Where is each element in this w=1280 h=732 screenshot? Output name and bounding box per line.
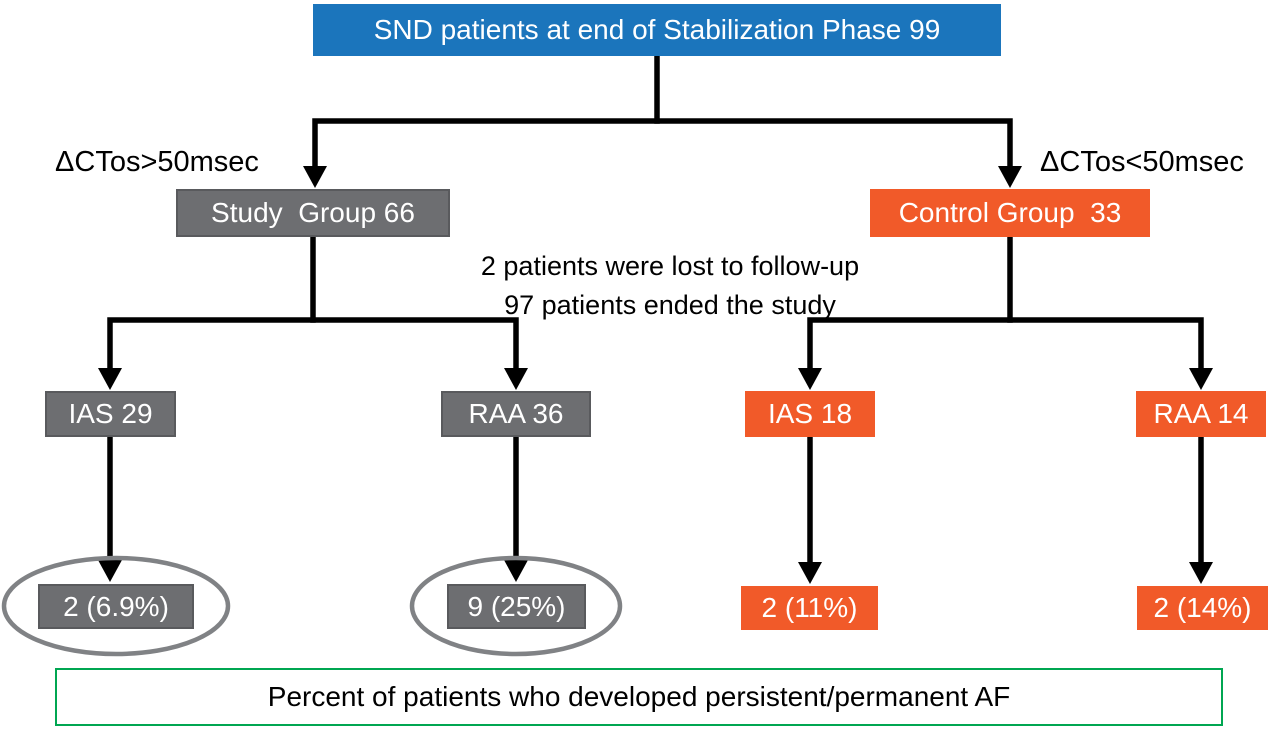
branch-lines [107,53,1204,566]
arrow-to-result-raa36 [504,560,528,582]
followup-note-line2: 97 patients ended the study [504,290,836,320]
condition-label-right: ΔCTos<50msec [1040,146,1244,178]
control-raa-node: RAA 14 [1136,391,1266,437]
study-raa-node: RAA 36 [441,391,591,437]
arrow-to-study-group [303,166,327,188]
control-ias-node: IAS 18 [745,391,875,437]
study-ias-result-node: 2 (6.9%) [38,584,194,629]
followup-note: 2 patients were lost to follow-up 97 pat… [400,247,940,325]
arrow-to-result-ias18 [798,562,822,584]
arrow-to-ias29 [98,368,122,390]
arrow-to-ias18 [798,368,822,390]
followup-note-line1: 2 patients were lost to follow-up [480,251,860,281]
arrow-to-control-group [998,166,1022,188]
study-raa-result-node: 9 (25%) [447,584,586,629]
highlight-ellipses [1,555,623,657]
ellipse-study-ias-result [1,555,231,657]
arrowheads [98,166,1213,584]
arrow-to-result-raa14 [1189,562,1213,584]
study-group-node: Study Group 66 [176,189,450,237]
control-ias-result-node: 2 (11%) [741,586,878,630]
arrow-to-raa36 [504,368,528,390]
footer-caption-box: Percent of patients who developed persis… [55,668,1223,726]
ellipse-study-raa-result [409,555,623,657]
study-ias-node: IAS 29 [45,391,176,437]
control-raa-result-node: 2 (14%) [1137,586,1268,630]
arrow-to-raa14 [1189,368,1213,390]
root-node-snd-patients: SND patients at end of Stabilization Pha… [313,4,1001,56]
condition-label-left: ΔCTos>50msec [55,146,259,178]
arrow-to-result-ias29 [98,560,122,582]
control-group-node: Control Group 33 [870,189,1150,237]
